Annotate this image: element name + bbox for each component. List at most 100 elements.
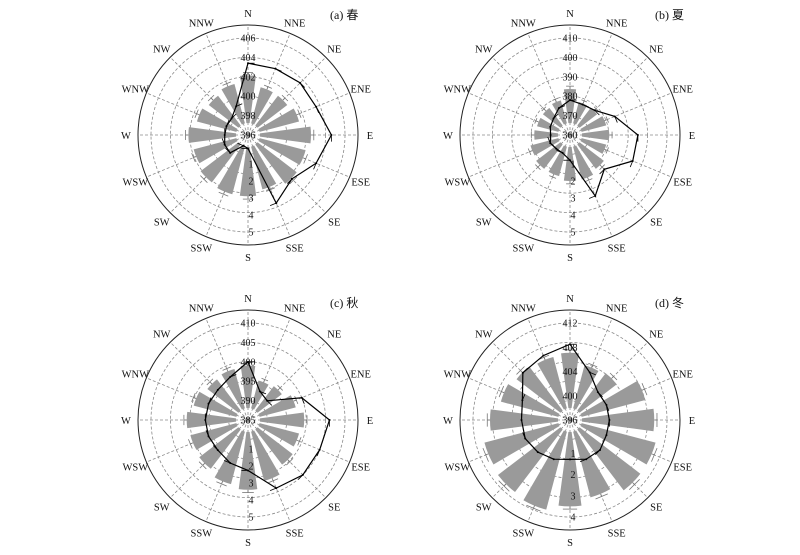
bar-error-cap — [263, 84, 273, 89]
direction-label-S: S — [567, 538, 573, 549]
bar-ESE — [258, 423, 300, 447]
bar-error-cap — [289, 176, 298, 185]
bar-SE — [577, 142, 604, 169]
bar-error-cap — [207, 94, 215, 102]
bar-error-cap — [303, 154, 308, 164]
line-error-bar — [315, 106, 320, 114]
line-error-bar — [316, 449, 321, 456]
bar-NE — [255, 95, 288, 128]
bar-NNW — [537, 357, 567, 410]
direction-label-NNW: NNW — [511, 18, 536, 29]
bar-error-cap — [482, 447, 489, 462]
bar-error-cap — [538, 354, 550, 360]
direction-label-NW: NW — [475, 45, 493, 56]
line-point-ESE — [318, 448, 321, 451]
line-point-WSW — [524, 437, 527, 440]
grid-spoke — [247, 56, 327, 136]
polar-panel: 36037038039040041012345NNNENEENEEESESESS… — [443, 8, 695, 264]
direction-label-W: W — [121, 416, 131, 427]
direction-label-N: N — [566, 9, 574, 20]
line-point-NNE — [274, 67, 277, 70]
radial-tick-label: 360 — [563, 131, 578, 142]
bar-E — [581, 408, 655, 432]
line-point-SSW — [552, 458, 555, 461]
bar-error-cap — [194, 109, 199, 118]
grid-spoke — [569, 134, 649, 214]
line-point-SSW — [229, 462, 232, 465]
bar-SW — [199, 427, 241, 469]
outer-circle — [137, 24, 359, 246]
line-error-bar — [301, 397, 305, 404]
direction-label-ESE: ESE — [351, 178, 370, 189]
line-point-NW — [216, 388, 219, 391]
line-point-NW — [521, 371, 524, 374]
line-point-W — [223, 134, 226, 136]
line-point-S — [247, 469, 249, 472]
bar-SSW — [523, 430, 567, 510]
direction-label-SSE: SSE — [286, 244, 304, 255]
grid-spoke — [468, 134, 571, 178]
line-point-ENE — [300, 396, 303, 399]
line-point-SE — [603, 168, 606, 171]
bar-tick-label: 5 — [249, 228, 254, 239]
line-point-NNW — [542, 354, 545, 357]
bar-S — [238, 431, 258, 490]
grid-spoke — [527, 318, 571, 421]
line-point-W — [204, 419, 207, 421]
radial-tick-label: 405 — [241, 338, 256, 349]
line-error-bar — [259, 390, 267, 395]
line-point-WSW — [207, 435, 210, 438]
direction-label-W: W — [443, 131, 453, 142]
bar-WNW — [193, 391, 238, 417]
line-error-bar — [266, 400, 273, 406]
line-error-bar — [547, 136, 551, 144]
line-error-bar — [297, 474, 304, 480]
radial-tick-label: 390 — [563, 72, 578, 83]
line-point-WNW — [225, 125, 228, 128]
line-point-ESE — [315, 162, 318, 165]
grid-spoke — [205, 318, 249, 421]
bar-error-cap — [200, 175, 208, 183]
line-error-bar — [208, 397, 212, 404]
line-error-bar — [614, 116, 618, 123]
bar-error-cap — [281, 94, 289, 102]
line-error-bar — [269, 202, 277, 207]
line-error-bar — [582, 104, 589, 108]
line-error-bar — [543, 352, 550, 356]
direction-label-NE: NE — [327, 330, 341, 341]
bar-error-cap — [549, 175, 557, 179]
direction-label-SSE: SSE — [286, 529, 304, 540]
polar-panel: 396 400 404 408 412 1 2 3 4 N NNE NE ENE E ESE SE SSE S SS… — [443, 294, 695, 549]
line-error-bar — [221, 138, 226, 145]
direction-label-NW: NW — [153, 45, 171, 56]
direction-label-NW: NW — [153, 330, 171, 341]
radial-tick-label: 396 — [241, 131, 256, 142]
line-point-ESE — [631, 159, 634, 162]
direction-label-S: S — [245, 253, 251, 264]
bar-N — [563, 88, 577, 124]
bar-error-cap — [286, 458, 294, 466]
direction-label-SE: SE — [328, 217, 340, 228]
bar-NW — [516, 366, 563, 413]
bar-error-cap — [605, 147, 609, 154]
bar-NNE — [251, 380, 269, 410]
bar-NNE — [573, 102, 588, 125]
direction-label-S: S — [245, 538, 251, 549]
bar-error-cap — [216, 481, 227, 487]
direction-label-ESE: ESE — [673, 463, 692, 474]
direction-label-WSW: WSW — [444, 178, 470, 189]
radial-tick-label: 404 — [563, 367, 578, 378]
direction-label-NW: NW — [475, 330, 493, 341]
bar-tick-label: 1 — [571, 449, 576, 460]
line-point-E — [608, 419, 611, 421]
bar-error-cap — [629, 479, 640, 490]
grid-spoke — [247, 134, 350, 178]
line-error-bar — [522, 367, 528, 374]
line-point-ESE — [605, 434, 608, 437]
bar-error-cap — [198, 461, 207, 470]
direction-label-ENE: ENE — [673, 84, 693, 95]
bar-error-cap — [218, 191, 229, 197]
bar-error-cap — [593, 106, 599, 112]
line-point-SSE — [585, 458, 588, 461]
bar-SE — [255, 142, 297, 184]
